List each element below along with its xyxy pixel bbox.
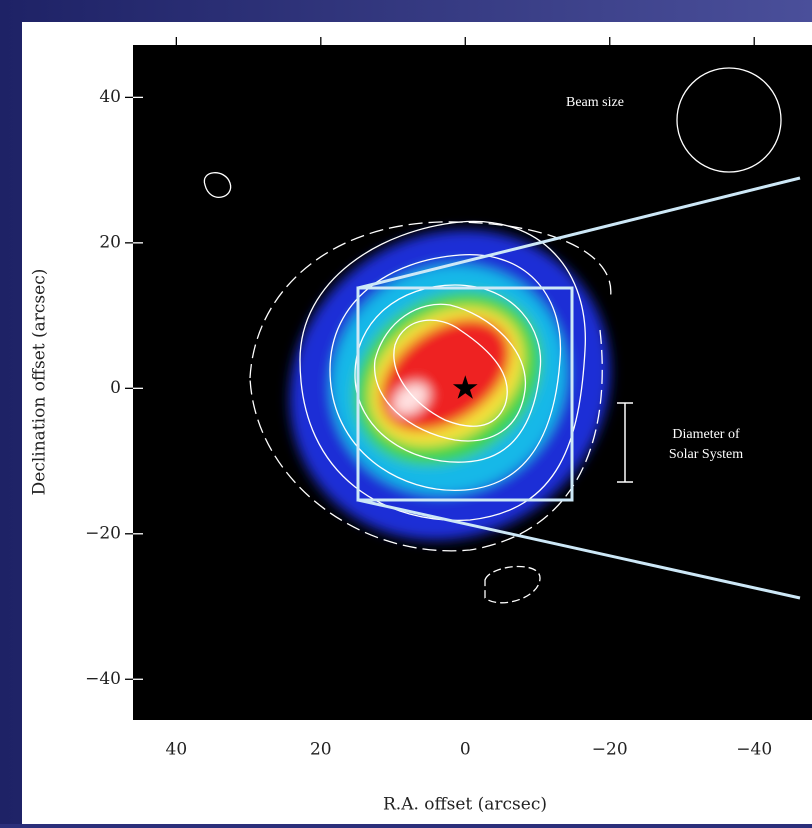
scale-bar <box>617 402 633 483</box>
emission-map <box>203 172 612 604</box>
star-marker <box>452 375 478 399</box>
y-tick-label: 0 <box>110 378 121 398</box>
y-axis-title: Declination offset (arcsec) <box>30 269 50 496</box>
x-tick-label: −40 <box>736 740 772 760</box>
x-tick-label: 20 <box>310 740 332 760</box>
y-tick-label: 40 <box>99 87 121 107</box>
zoom-box <box>356 176 801 600</box>
x-tick-label: 40 <box>166 740 188 760</box>
annotation: Diameter of <box>672 427 740 442</box>
x-tick-label: 0 <box>460 740 471 760</box>
annotation: Solar System <box>669 447 743 462</box>
x-tick-label: −20 <box>592 740 628 760</box>
y-tick-label: −20 <box>85 523 121 543</box>
annotation: Beam size <box>566 95 624 110</box>
x-axis-title: R.A. offset (arcsec) <box>383 795 547 815</box>
y-tick-label: 20 <box>99 232 121 252</box>
y-tick-label: −40 <box>85 669 121 689</box>
beam-circle <box>676 67 782 173</box>
